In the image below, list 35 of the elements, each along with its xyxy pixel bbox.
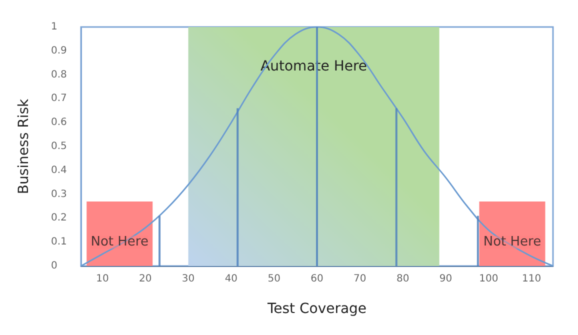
x-tick-label: 80 [396,274,410,284]
y-tick-label: 0.7 [51,93,67,104]
bar [158,216,161,266]
bar [476,216,479,266]
x-axis-title: Test Coverage [266,301,367,317]
y-tick-label: 0.4 [51,164,67,176]
y-tick-label: 0.3 [51,188,67,200]
x-tick-label: 10 [96,274,109,284]
bar [395,108,398,266]
y-tick-label: 0.1 [51,236,67,248]
x-tick-label: 110 [522,274,542,284]
x-tick-label: 40 [224,274,238,284]
x-tick-label: 50 [268,274,280,284]
x-tick-label: 20 [138,274,152,284]
bar [86,201,153,266]
x-tick-label: 70 [354,274,366,284]
y-tick-label: 0.8 [51,69,67,80]
x-tick-label: 60 [310,274,324,284]
annotation: Not Here [483,234,542,250]
y-tick-label: 1 [51,22,58,32]
y-tick-label: 0.5 [51,141,67,152]
line-series [80,26,554,267]
y-tick-label: 0.6 [51,117,67,128]
bar [479,201,546,266]
bar [236,108,239,266]
annotation: Not Here [90,234,148,250]
bar [316,27,318,266]
band-label: Automate Here [260,58,368,74]
y-tick-label: 0.2 [51,212,67,224]
y-axis-title: Business Risk [16,98,32,194]
x-tick-label: 100 [479,274,498,284]
y-tick-label: 0 [51,260,58,272]
x-tick-label: 90 [439,274,452,284]
y-tick-label: 0.9 [51,45,67,56]
x-tick-label: 30 [182,274,195,284]
